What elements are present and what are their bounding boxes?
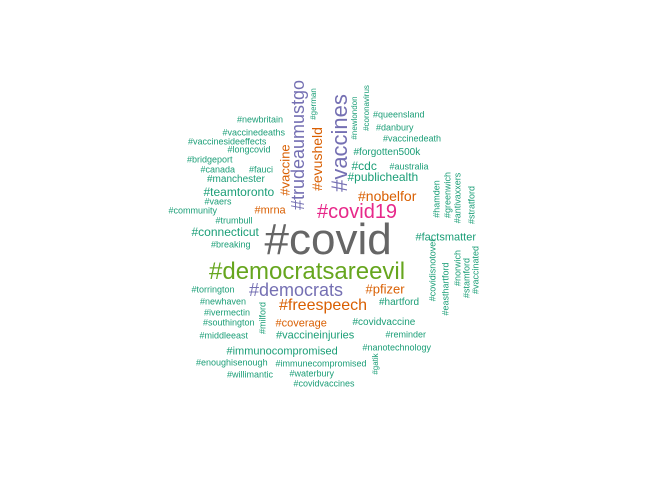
word-teamtoronto: #teamtoronto [203,185,275,199]
word-covidvaccine: #covidvaccine [352,317,416,328]
word-freespeech: #freespeech [279,297,368,314]
word-german: #german [308,88,318,120]
word-vaccine: #vaccine [277,144,293,196]
word-australia: #australia [389,161,429,172]
word-longcovid: #longcovid [227,144,271,155]
word-vaccinedeath: #vaccinedeath [383,133,442,144]
word-bridgeport: #bridgeport [187,154,233,165]
word-southington: #southington [203,317,255,328]
word-vaers: #vaers [204,196,232,207]
word-hamden: #hamden [431,180,442,218]
word-newbritain: #newbritain [237,114,284,125]
word-cdc: #cdc [351,159,377,173]
word-trumbull: #trumbull [215,215,253,226]
word-easthartford: #easthartford [440,262,451,316]
word-ivermectin: #ivermectin [204,307,251,318]
word-evusheld: #evusheld [308,127,325,191]
word-antivaxxers: #antivaxxers [452,172,463,224]
word-connecticut: #connecticut [191,225,259,239]
word-vaccineinjuries: #vaccineinjuries [276,329,355,342]
word-mrna: #mrna [254,204,286,217]
word-covidisnotover: #covidisnotover [427,238,438,302]
word-forgotten500k: #forgotten500k [353,147,421,158]
word-fauci: #fauci [249,164,274,175]
word-vaccinedeaths: #vaccinedeaths [222,127,286,138]
word-waterbury: #waterbury [289,368,335,379]
word-coronavirus: #coronavirus [361,85,371,131]
word-canada: #canada [200,164,236,175]
word-willimantic: #willimantic [227,369,274,380]
word-reminder: #reminder [385,329,427,340]
word-nobelfor: #nobelfor [358,188,417,204]
word-community: #community [168,205,218,216]
word-middleeast: #middleeast [199,330,249,341]
word-breaking: #breaking [211,239,251,250]
word-queensland: #queensland [373,109,425,120]
word-enoughisenough: #enoughisenough [196,357,268,368]
word-immunocompromised: #immunocompromised [226,345,338,358]
word-danbury: #danbury [376,122,414,133]
word-vaccinesideeffects: #vaccinesideeffects [188,136,267,147]
word-publichealth: #publichealth [347,170,419,184]
word-factsmatter: #factsmatter [415,231,477,244]
word-manchester: #manchester [207,174,265,185]
word-nanotechnology: #nanotechnology [362,342,432,353]
word-newlondon: #newlondon [350,96,360,140]
word-covid: #covid [264,215,392,264]
word-milford: #milford [257,301,268,335]
word-democrats: #democrats [249,280,344,300]
word-hartford: #hartford [379,297,420,308]
word-covidvaccines: #covidvaccines [293,378,355,389]
word-greenwich: #greenwich [442,171,453,219]
word-immunecompromised: #immunecompromised [275,358,367,369]
word-gatik: #gatik [371,353,381,375]
word-torrington: #torrington [191,284,235,295]
word-newhaven: #newhaven [200,296,247,307]
word-stratford: #stratford [466,185,477,225]
word-democratsareevil: #democratsareevil [209,258,406,285]
word-covid19: #covid19 [317,201,398,223]
word-pfizer: #pfizer [365,281,405,297]
word-coverage: #coverage [275,317,327,330]
word-vaccinated: #vaccinated [470,245,481,295]
